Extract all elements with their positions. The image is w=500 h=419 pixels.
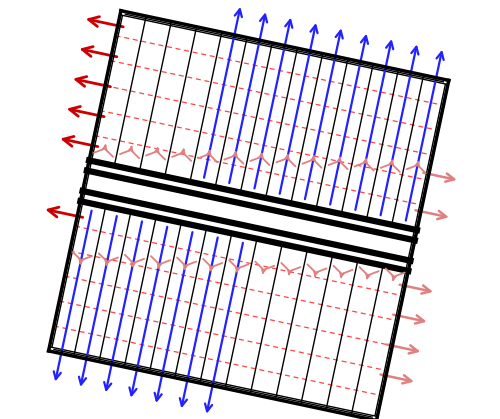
Polygon shape [48,11,449,419]
Polygon shape [82,171,415,261]
